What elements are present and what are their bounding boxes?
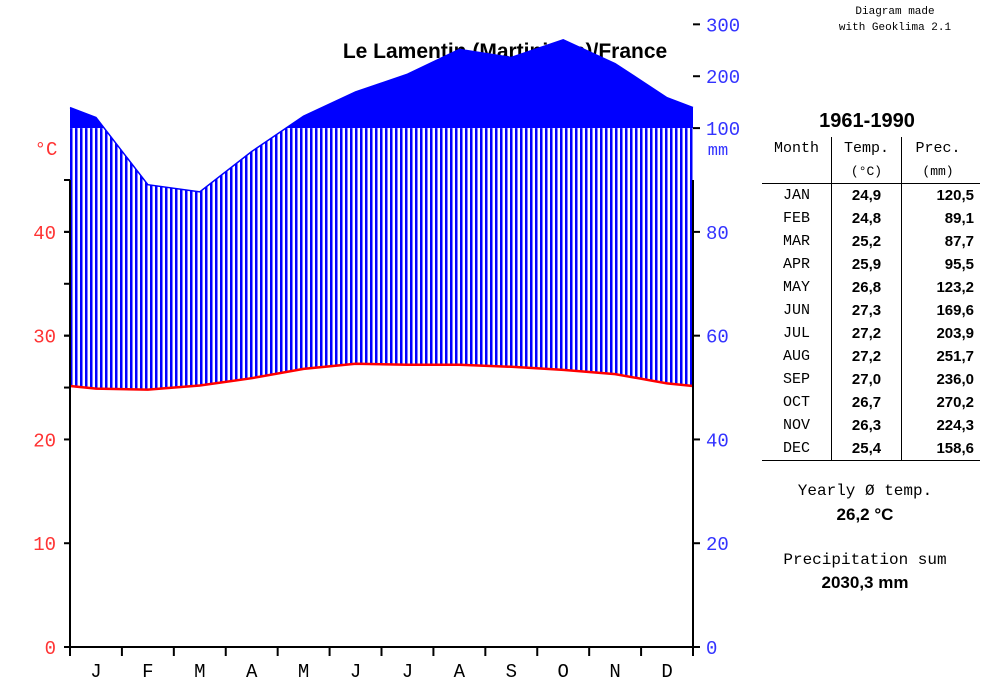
table-row: MAR 25,2 87,7: [762, 230, 980, 253]
col-header-temp: Temp.: [831, 137, 902, 161]
table-period: 1961-1990: [819, 110, 915, 132]
row-temp: 25,9: [831, 253, 902, 276]
credit-line-1: Diagram made: [855, 6, 935, 18]
row-prec: 224,3: [901, 414, 980, 437]
credit-line-2: with Geoklima 2.1: [838, 22, 952, 34]
month-label: A: [454, 661, 466, 683]
tick-layer: 010203040020406080100200300400500JFMAMJJ…: [33, 15, 740, 683]
line-layer: [69, 38, 694, 391]
row-prec: 236,0: [901, 368, 980, 391]
col-header-temp-unit: (°C): [831, 161, 902, 184]
row-prec: 120,5: [901, 183, 980, 207]
row-temp: 27,3: [831, 299, 902, 322]
precipitation-line: [69, 38, 694, 193]
table-row: JUL 27,2 203,9: [762, 322, 980, 345]
right-tick-label: 40: [706, 430, 729, 452]
row-prec: 251,7: [901, 345, 980, 368]
table-row: APR 25,9 95,5: [762, 253, 980, 276]
yearly-temp-value: 26,2 °C: [836, 505, 894, 524]
row-month: MAR: [782, 233, 810, 250]
row-prec: 203,9: [901, 322, 980, 345]
row-temp: 25,2: [831, 230, 902, 253]
right-axis-unit: mm: [708, 142, 728, 161]
precip-sum-value: 2030,3 mm: [821, 573, 909, 592]
table-row: SEP 27,0 236,0: [762, 368, 980, 391]
table-row: AUG 27,2 251,7: [762, 345, 980, 368]
row-prec: 123,2: [901, 276, 980, 299]
col-header-month-unit: [762, 161, 832, 184]
row-temp: 24,9: [831, 183, 902, 207]
table-row: DEC 25,4 158,6: [762, 437, 980, 461]
row-temp: 27,2: [831, 345, 902, 368]
table-row: FEB 24,8 89,1: [762, 207, 980, 230]
row-month: SEP: [782, 371, 810, 388]
row-month: JUN: [782, 302, 810, 319]
month-label: A: [246, 661, 258, 683]
right-tick-label: 60: [706, 327, 729, 349]
month-label: S: [506, 661, 517, 683]
climate-table: Month Temp. Prec. (°C) (mm) JAN 24,9 120,5…: [762, 137, 980, 461]
right-tick-label: 20: [706, 534, 729, 556]
row-temp: 27,0: [831, 368, 902, 391]
left-tick-label: 20: [33, 430, 56, 452]
right-tick-label: 300: [706, 15, 740, 37]
row-month: OCT: [782, 394, 810, 411]
row-month: DEC: [762, 437, 832, 461]
left-tick-label: 40: [33, 223, 56, 245]
month-label: J: [350, 661, 361, 683]
table-row: JUN 27,3 169,6: [762, 299, 980, 322]
humid-period-area: [70, 128, 693, 390]
right-tick-label: 80: [706, 223, 729, 245]
precip-excess-area: [70, 39, 693, 129]
month-label: M: [298, 661, 309, 683]
row-temp: 24,8: [831, 207, 902, 230]
row-temp: 26,8: [831, 276, 902, 299]
col-header-prec-unit: (mm): [901, 161, 980, 184]
row-month: JAN: [782, 187, 810, 204]
month-label: O: [558, 661, 569, 683]
row-month: NOV: [782, 417, 810, 434]
left-tick-label: 0: [45, 638, 56, 660]
month-label: J: [90, 661, 101, 683]
table-row: JAN 24,9 120,5: [762, 183, 980, 207]
climate-chart: 010203040020406080100200300400500JFMAMJJ…: [33, 15, 740, 683]
left-axis-unit: °C: [35, 139, 58, 161]
month-label: F: [142, 661, 153, 683]
row-prec: 95,5: [901, 253, 980, 276]
right-tick-label: 0: [706, 638, 717, 660]
row-month: FEB: [782, 210, 810, 227]
month-label: M: [194, 661, 205, 683]
col-header-prec: Prec.: [901, 137, 980, 161]
row-month: APR: [782, 256, 810, 273]
table-row: MAY 26,8 123,2: [762, 276, 980, 299]
precip-sum-label: Precipitation sum: [783, 551, 947, 569]
month-label: J: [402, 661, 413, 683]
right-tick-label: 100: [706, 119, 740, 141]
row-month: MAY: [782, 279, 810, 296]
row-temp: 27,2: [831, 322, 902, 345]
row-prec: 270,2: [901, 391, 980, 414]
row-temp: 26,7: [831, 391, 902, 414]
table-row: OCT 26,7 270,2: [762, 391, 980, 414]
month-label: N: [609, 661, 620, 683]
left-tick-label: 10: [33, 534, 56, 556]
row-month: AUG: [782, 348, 810, 365]
row-prec: 87,7: [901, 230, 980, 253]
yearly-temp-label: Yearly Ø temp.: [797, 482, 933, 500]
right-tick-label: 200: [706, 67, 740, 89]
row-prec: 158,6: [901, 437, 980, 461]
left-tick-label: 30: [33, 327, 56, 349]
row-prec: 169,6: [901, 299, 980, 322]
credit-note: Diagram made with Geoklima 2.1: [830, 4, 960, 36]
row-month: JUL: [782, 325, 810, 342]
col-header-month: Month: [773, 140, 819, 157]
month-label: D: [661, 661, 672, 683]
row-temp: 26,3: [831, 414, 902, 437]
table-row: NOV 26,3 224,3: [762, 414, 980, 437]
climate-table-body: JAN 24,9 120,5 FEB 24,8 89,1 MAR 25,2 87,7 APR 25,…: [762, 183, 980, 461]
row-temp: 25,4: [831, 437, 902, 461]
precip-fill-layer: [70, 39, 693, 390]
temperature-line: [69, 362, 694, 391]
row-prec: 89,1: [901, 207, 980, 230]
